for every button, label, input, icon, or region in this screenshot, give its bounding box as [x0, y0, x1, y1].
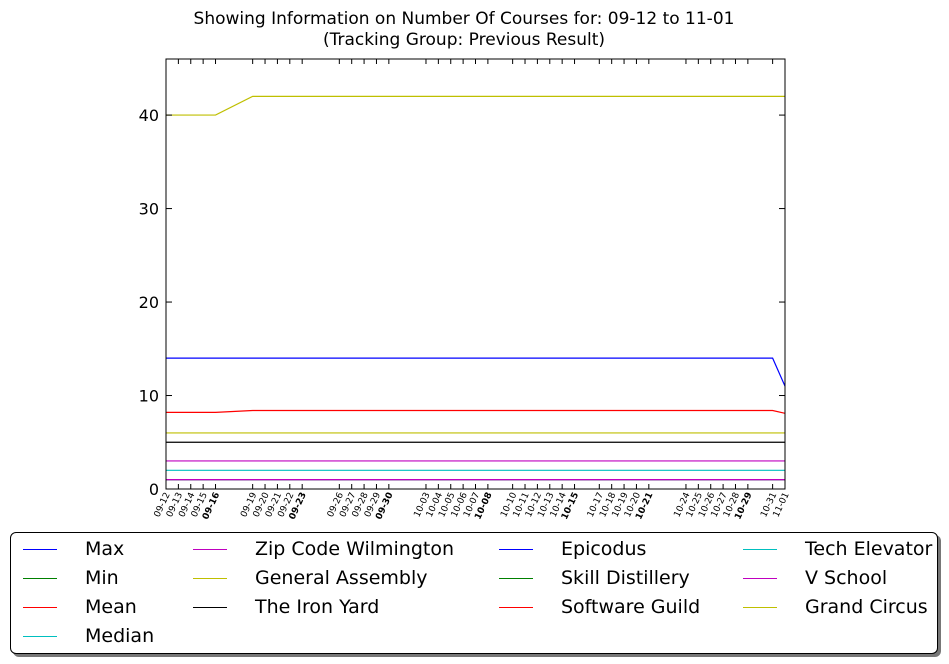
ytick-label: 30 [139, 200, 159, 219]
legend-item: Zip Code Wilmington [193, 537, 454, 561]
legend-item: The Iron Yard [193, 595, 379, 619]
legend-item: Grand Circus [743, 595, 928, 619]
legend-item: Min [23, 566, 119, 590]
legend-swatch [193, 577, 227, 579]
legend-label: Min [85, 567, 119, 589]
legend-item: Mean [23, 595, 137, 619]
legend-label: Tech Elevator [805, 538, 933, 560]
legend-swatch [23, 606, 57, 608]
legend-swatch [23, 577, 57, 579]
legend-item: V School [743, 566, 887, 590]
ytick-label: 0 [149, 480, 159, 499]
legend-swatch [499, 577, 533, 579]
legend-swatch [193, 606, 227, 608]
legend-item: Skill Distillery [499, 566, 690, 590]
legend-label: Median [85, 625, 155, 647]
ytick-label: 20 [139, 293, 159, 312]
series-line-grand-circus [166, 95, 785, 116]
legend-swatch [23, 635, 57, 637]
legend-label: Zip Code Wilmington [255, 538, 455, 560]
plot-frame [165, 58, 786, 490]
legend: Max Min Mean Median Zip Code Wilmington Gener… [10, 532, 938, 654]
legend-label: Max [85, 538, 125, 560]
legend-swatch [499, 606, 533, 608]
legend-item: Software Guild [499, 595, 700, 619]
legend-item: Tech Elevator [743, 537, 932, 561]
legend-label: Mean [85, 596, 137, 618]
legend-swatch [743, 548, 777, 550]
series-line-mean [166, 409, 786, 414]
legend-item: Epicodus [499, 537, 646, 561]
legend-label: The Iron Yard [255, 596, 380, 618]
legend-item: Median [23, 624, 154, 648]
legend-item: Max [23, 537, 124, 561]
series-line-max [166, 357, 786, 387]
legend-swatch [743, 606, 777, 608]
series-lines [166, 95, 786, 481]
legend-label: Epicodus [561, 538, 647, 560]
ytick-label: 10 [139, 387, 159, 406]
chart-title: Showing Information on Number Of Courses… [194, 9, 735, 29]
legend-swatch [499, 548, 533, 550]
chart-subtitle: (Tracking Group: Previous Result) [323, 30, 605, 50]
legend-label: Grand Circus [805, 596, 928, 618]
legend-label: Software Guild [561, 596, 701, 618]
legend-swatch [743, 577, 777, 579]
legend-swatch [193, 548, 227, 550]
legend-label: V School [805, 567, 888, 589]
legend-swatch [23, 548, 57, 550]
legend-label: Skill Distillery [561, 567, 690, 589]
legend-label: General Assembly [255, 567, 428, 589]
legend-item: General Assembly [193, 566, 428, 590]
ytick-label: 40 [139, 106, 159, 125]
